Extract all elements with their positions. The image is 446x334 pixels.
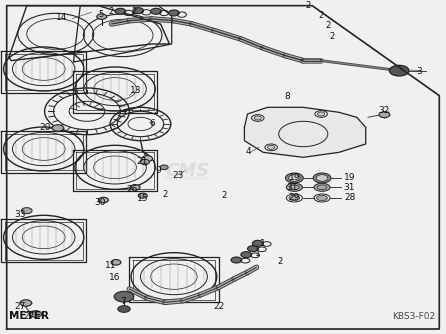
Text: 29: 29: [289, 193, 300, 202]
Ellipse shape: [140, 159, 149, 165]
Text: 27: 27: [15, 302, 26, 311]
Text: 4: 4: [246, 147, 252, 156]
Text: 16: 16: [109, 273, 120, 282]
Text: 1: 1: [260, 239, 266, 248]
Text: 30: 30: [95, 198, 106, 207]
Text: 3: 3: [417, 67, 422, 76]
Text: 20: 20: [39, 124, 50, 133]
Ellipse shape: [379, 112, 390, 118]
Text: METER: METER: [9, 311, 49, 321]
Ellipse shape: [130, 185, 140, 190]
Ellipse shape: [254, 116, 261, 120]
Ellipse shape: [111, 260, 121, 265]
Text: 2: 2: [162, 190, 168, 199]
Text: 2: 2: [325, 21, 330, 30]
Ellipse shape: [241, 252, 252, 258]
Text: 19: 19: [289, 173, 300, 182]
Ellipse shape: [114, 291, 134, 302]
Text: 5: 5: [99, 10, 104, 19]
Ellipse shape: [160, 165, 168, 170]
Text: 2: 2: [277, 257, 283, 266]
Text: 2: 2: [221, 191, 227, 200]
Text: 7: 7: [120, 297, 125, 306]
Text: 27: 27: [23, 312, 35, 321]
Text: 32: 32: [379, 106, 390, 115]
Text: 22: 22: [213, 302, 224, 311]
Text: 2: 2: [318, 11, 324, 20]
Text: 1: 1: [255, 249, 260, 259]
Ellipse shape: [248, 246, 258, 252]
Ellipse shape: [30, 311, 41, 317]
Text: 2: 2: [108, 7, 113, 16]
Text: 9: 9: [156, 166, 161, 175]
Polygon shape: [244, 107, 366, 157]
Text: 2: 2: [330, 32, 335, 41]
Text: 21: 21: [136, 157, 148, 166]
Ellipse shape: [317, 195, 327, 201]
Ellipse shape: [314, 183, 330, 191]
Text: 23: 23: [173, 171, 184, 180]
Ellipse shape: [138, 193, 147, 198]
Ellipse shape: [252, 240, 263, 246]
Text: KBS3-F02: KBS3-F02: [392, 312, 435, 321]
Text: 14: 14: [56, 13, 68, 22]
Ellipse shape: [389, 65, 409, 76]
Ellipse shape: [142, 156, 153, 162]
Text: 15: 15: [137, 194, 149, 203]
Ellipse shape: [289, 195, 300, 201]
Ellipse shape: [286, 183, 302, 191]
Text: 2: 2: [305, 1, 310, 10]
Ellipse shape: [118, 306, 130, 312]
Text: 13: 13: [130, 86, 142, 95]
Ellipse shape: [99, 197, 108, 203]
Text: www.cmsnl.com: www.cmsnl.com: [165, 176, 210, 181]
Text: 2: 2: [131, 7, 136, 16]
Ellipse shape: [285, 173, 303, 183]
Text: 33: 33: [14, 210, 26, 219]
Text: 8: 8: [285, 92, 290, 101]
Text: CMS: CMS: [165, 162, 209, 180]
Ellipse shape: [313, 173, 331, 183]
Ellipse shape: [52, 125, 64, 131]
Ellipse shape: [97, 14, 107, 19]
Text: 11: 11: [105, 261, 116, 270]
Ellipse shape: [151, 8, 161, 14]
Ellipse shape: [21, 208, 32, 214]
Ellipse shape: [115, 8, 126, 14]
Ellipse shape: [316, 175, 328, 181]
Ellipse shape: [318, 112, 325, 116]
Text: 6: 6: [150, 120, 155, 129]
Text: 28: 28: [344, 193, 356, 202]
Ellipse shape: [133, 8, 144, 14]
Text: 31: 31: [343, 183, 355, 192]
Ellipse shape: [289, 175, 300, 181]
Text: 19: 19: [344, 173, 356, 182]
Text: 31: 31: [286, 183, 298, 192]
Ellipse shape: [231, 257, 242, 263]
Ellipse shape: [268, 145, 275, 149]
Ellipse shape: [169, 10, 179, 16]
Text: 26: 26: [126, 185, 138, 194]
Ellipse shape: [20, 300, 32, 306]
